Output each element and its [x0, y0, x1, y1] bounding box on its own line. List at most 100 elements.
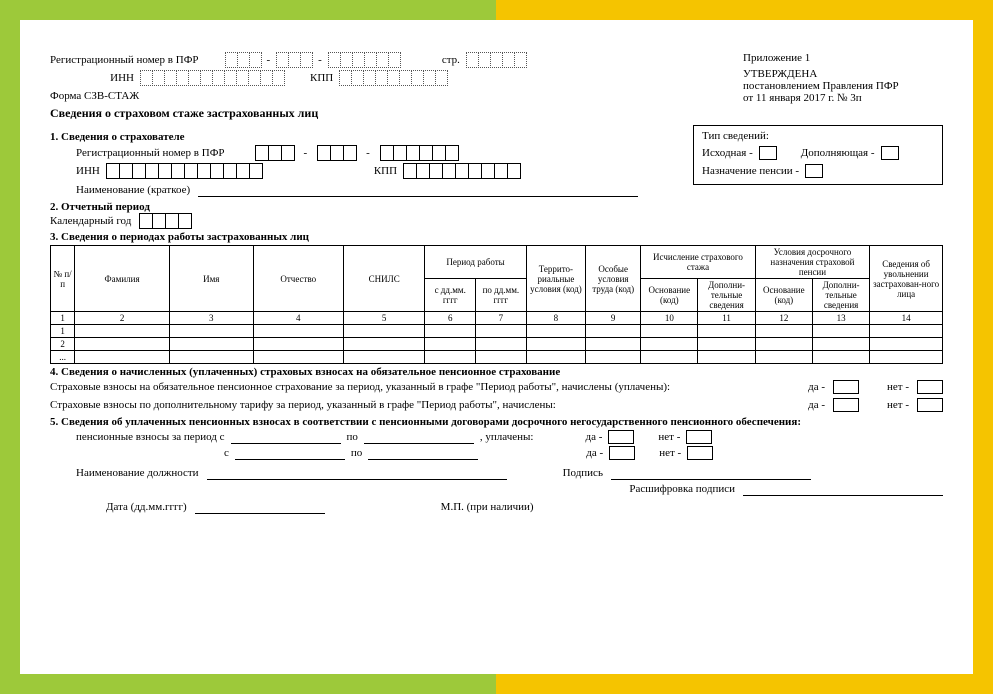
sec4-no2[interactable] [917, 398, 943, 412]
no-label: нет - [658, 431, 680, 443]
inn-label: ИНН [50, 72, 134, 84]
initial-checkbox[interactable] [759, 146, 777, 160]
to-label: по [347, 431, 358, 443]
col-basis2: Основание (код) [755, 279, 812, 312]
col-territory: Террито-риальные условия (код) [526, 246, 585, 312]
col-dismiss: Сведения об увольнении застрахован-ного … [870, 246, 943, 312]
sec1-reg-field[interactable] [317, 145, 356, 161]
form-title: Сведения о страховом стаже застрахованны… [50, 106, 735, 121]
sec5-yes1[interactable] [608, 430, 634, 444]
sec4-yes2[interactable] [833, 398, 859, 412]
yes-label: да - [808, 381, 825, 393]
suppl-label: Дополняющая - [801, 147, 875, 159]
signature-field[interactable] [611, 466, 811, 480]
period-from2-field[interactable] [235, 446, 345, 460]
sec1-name-label: Наименование (краткое) [76, 184, 190, 196]
sec4-yes1[interactable] [833, 380, 859, 394]
pension-checkbox[interactable] [805, 164, 823, 178]
no-label: нет - [887, 399, 909, 411]
position-field[interactable] [207, 466, 507, 480]
decode-label: Расшифровка подписи [629, 483, 735, 495]
sec4-title: 4. Сведения о начисленных (уплаченных) с… [50, 366, 943, 378]
table-row[interactable]: ... [51, 351, 943, 364]
appendix-label: Приложение 1 [743, 52, 943, 64]
period-from-field[interactable] [231, 430, 341, 444]
yes-label: да - [808, 399, 825, 411]
col-number-row: 1 2 3 4 5 6 7 8 9 10 11 12 13 14 [51, 312, 943, 325]
frame-border [973, 0, 993, 694]
year-field[interactable] [139, 213, 191, 229]
contrib-from-label: пенсионные взносы за период с [76, 431, 225, 443]
sec1-inn-label: ИНН [76, 165, 100, 177]
signature-label: Подпись [563, 467, 603, 479]
approved-date: от 11 января 2017 г. № 3п [743, 92, 943, 104]
approved-by: постановлением Правления ПФР [743, 80, 943, 92]
kpp-field[interactable] [339, 70, 447, 86]
position-label: Наименование должности [76, 467, 199, 479]
col-calc: Исчисление страхового стажа [641, 246, 756, 279]
col-basis1: Основание (код) [641, 279, 698, 312]
from-c-label: с [224, 447, 229, 459]
page-field[interactable] [466, 52, 526, 68]
info-type-title: Тип сведений: [702, 130, 934, 142]
table-row[interactable]: 1 [51, 325, 943, 338]
page-label: стр. [442, 54, 460, 66]
period-to2-field[interactable] [368, 446, 478, 460]
reg-field[interactable] [276, 52, 312, 68]
sec1-name-field[interactable] [198, 183, 638, 197]
col-lastname: Фамилия [75, 246, 170, 312]
reg-field[interactable] [328, 52, 400, 68]
no-label: нет - [659, 447, 681, 459]
col-early: Условия досрочного назначения страховой … [755, 246, 870, 279]
date-field[interactable] [195, 500, 325, 514]
frame-border [496, 674, 993, 694]
sec2-title: 2. Отчетный период [50, 201, 943, 213]
form-code: Форма СЗВ-СТАЖ [50, 90, 735, 102]
frame-border [0, 0, 496, 20]
form-page: Регистрационный номер в ПФР - - стр. ИНН… [0, 0, 993, 694]
decode-field[interactable] [743, 482, 943, 496]
sec5-yes2[interactable] [609, 446, 635, 460]
col-addl2: Дополни-тельные сведения [812, 279, 869, 312]
sec5-title: 5. Сведения об уплаченных пенсионных взн… [50, 416, 943, 428]
paid-label: , уплачены: [480, 431, 534, 443]
col-patronymic: Отчество [253, 246, 343, 312]
frame-border [496, 0, 993, 20]
reg-field[interactable] [225, 52, 261, 68]
table-row[interactable]: 2 [51, 338, 943, 351]
no-label: нет - [887, 381, 909, 393]
stamp-label: М.П. (при наличии) [441, 501, 534, 513]
form-content: Регистрационный номер в ПФР - - стр. ИНН… [38, 38, 955, 656]
sec5-no2[interactable] [687, 446, 713, 460]
info-type-box: Тип сведений: Исходная - Дополняющая - Н… [693, 125, 943, 185]
pension-label: Назначение пенсии - [702, 165, 799, 177]
col-num: № п/п [51, 246, 75, 312]
inn-field[interactable] [140, 70, 284, 86]
yes-label: да - [585, 431, 602, 443]
approved-label: УТВЕРЖДЕНА [743, 68, 943, 80]
suppl-checkbox[interactable] [881, 146, 899, 160]
to-label: по [351, 447, 362, 459]
date-label: Дата (дд.мм.гггг) [106, 501, 187, 513]
sec1-kpp-field[interactable] [403, 163, 520, 179]
col-snils: СНИЛС [343, 246, 424, 312]
col-firstname: Имя [169, 246, 253, 312]
period-to-field[interactable] [364, 430, 474, 444]
sec1-reg-label: Регистрационный номер в ПФР [76, 147, 225, 159]
yes-label: да - [586, 447, 603, 459]
col-labor: Особые условия труда (код) [586, 246, 641, 312]
col-period: Период работы [425, 246, 526, 279]
sec1-reg-field[interactable] [380, 145, 458, 161]
col-addl1: Дополни-тельные сведения [698, 279, 755, 312]
sec4-line2: Страховые взносы по дополнительному тари… [50, 399, 800, 411]
initial-label: Исходная - [702, 147, 753, 159]
sec5-no1[interactable] [686, 430, 712, 444]
periods-table: № п/п Фамилия Имя Отчество СНИЛС Период … [50, 245, 943, 364]
sec1-reg-field[interactable] [255, 145, 294, 161]
sec4-no1[interactable] [917, 380, 943, 394]
sec3-title: 3. Сведения о периодах работы застрахова… [50, 231, 943, 243]
sec4-line1: Страховые взносы на обязательное пенсион… [50, 381, 800, 393]
sec1-inn-field[interactable] [106, 163, 262, 179]
sec1-kpp-label: КПП [374, 165, 397, 177]
reg-label: Регистрационный номер в ПФР [50, 54, 199, 66]
